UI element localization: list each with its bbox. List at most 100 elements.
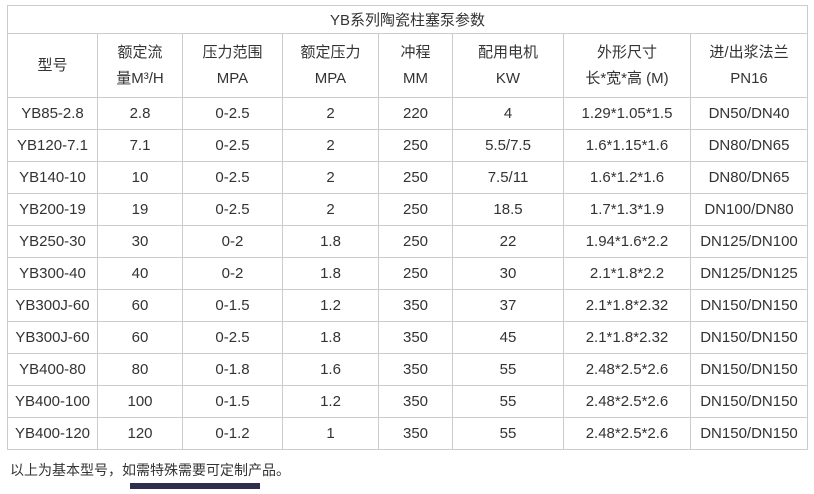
table-cell: 7.1 xyxy=(97,129,183,162)
table-cell: 250 xyxy=(378,193,453,226)
table-cell: 30 xyxy=(97,225,183,258)
table-cell: 250 xyxy=(378,257,453,290)
table-cell: 30 xyxy=(452,257,564,290)
table-cell: YB400-120 xyxy=(7,417,98,450)
table-cell: 19 xyxy=(97,193,183,226)
table-cell: 1.6*1.15*1.6 xyxy=(563,129,691,162)
table-cell: 350 xyxy=(378,417,453,450)
table-cell: 7.5/11 xyxy=(452,161,564,194)
header-line: MPA xyxy=(314,69,347,87)
table-cell: 45 xyxy=(452,321,564,354)
table-cell: 2.48*2.5*2.6 xyxy=(563,417,691,450)
table-cell: DN150/DN150 xyxy=(689,289,809,322)
table-cell: 55 xyxy=(452,385,564,418)
table-cell: 0-2.5 xyxy=(182,129,283,162)
table-row: YB300J-60 60 0-1.5 1.2 350 37 2.1*1.8*2.32 DN15… xyxy=(7,289,809,322)
column-header-motor: 配用电机 KW xyxy=(452,33,564,98)
header-line: 量M³/H xyxy=(116,69,164,87)
table-row: YB140-10 10 0-2.5 2 250 7.5/11 1.6*1.2*1.6 DN80… xyxy=(7,161,809,194)
table-cell: 2.1*1.8*2.32 xyxy=(563,289,691,322)
table-cell: 1.2 xyxy=(282,289,379,322)
table-cell: 0-2 xyxy=(182,257,283,290)
table-row: YB400-100 100 0-1.5 1.2 350 55 2.48*2.5*2.6 DN1… xyxy=(7,385,809,418)
pump-spec-table: YB系列陶瓷柱塞泵参数 型号 额定流 量M³/H 压力范围 MPA 额定压力 M… xyxy=(6,5,809,450)
table-cell: 0-2.5 xyxy=(182,321,283,354)
table-row: YB400-80 80 0-1.8 1.6 350 55 2.48*2.5*2.6 DN150… xyxy=(7,353,809,386)
table-cell: 22 xyxy=(452,225,564,258)
table-cell: YB400-100 xyxy=(7,385,98,418)
header-line: KW xyxy=(495,69,521,87)
table-cell: 0-2.5 xyxy=(182,193,283,226)
table-cell: DN150/DN150 xyxy=(689,385,809,418)
table-cell: 2 xyxy=(282,129,379,162)
table-cell: YB200-19 xyxy=(7,193,98,226)
header-line: 外形尺寸 xyxy=(596,43,657,61)
header-line: 额定流 xyxy=(117,43,163,61)
header-line: 长*宽*高 (M) xyxy=(585,69,669,87)
table-cell: 1.8 xyxy=(282,225,379,258)
table-cell: 1.8 xyxy=(282,321,379,354)
table-cell: YB400-80 xyxy=(7,353,98,386)
table-cell: 0-1.5 xyxy=(182,385,283,418)
table-row: YB300J-60 60 0-2.5 1.8 350 45 2.1*1.8*2.32 DN15… xyxy=(7,321,809,354)
table-cell: YB120-7.1 xyxy=(7,129,98,162)
table-cell: YB300J-60 xyxy=(7,289,98,322)
table-cell: DN50/DN40 xyxy=(689,97,809,130)
table-title: YB系列陶瓷柱塞泵参数 xyxy=(6,5,809,34)
table-cell: DN100/DN80 xyxy=(689,193,809,226)
table-cell: 60 xyxy=(97,321,183,354)
header-line: MPA xyxy=(216,69,249,87)
table-cell: 1.8 xyxy=(282,257,379,290)
table-cell: DN125/DN125 xyxy=(689,257,809,290)
table-cell: 250 xyxy=(378,225,453,258)
table-cell: 350 xyxy=(378,289,453,322)
table-cell: DN150/DN150 xyxy=(689,321,809,354)
table-cell: DN80/DN65 xyxy=(689,161,809,194)
table-cell: 60 xyxy=(97,289,183,322)
header-line: 额定压力 xyxy=(300,43,361,61)
table-cell: 250 xyxy=(378,129,453,162)
table-cell: 2.48*2.5*2.6 xyxy=(563,353,691,386)
table-cell: 1.29*1.05*1.5 xyxy=(563,97,691,130)
table-cell: 0-1.5 xyxy=(182,289,283,322)
header-line: 型号 xyxy=(37,56,68,74)
column-header-flange: 进/出浆法兰 PN16 xyxy=(689,33,809,98)
table-cell: 250 xyxy=(378,161,453,194)
header-line: 进/出浆法兰 xyxy=(709,43,789,61)
table-cell: 2 xyxy=(282,97,379,130)
table-cell: 350 xyxy=(378,321,453,354)
table-cell: 0-1.2 xyxy=(182,417,283,450)
table-cell: YB250-30 xyxy=(7,225,98,258)
column-header-rated-pressure: 额定压力 MPA xyxy=(282,33,379,98)
table-body: YB85-2.8 2.8 0-2.5 2 220 4 1.29*1.05*1.5 DN50/D… xyxy=(7,97,809,450)
table-cell: 1.94*1.6*2.2 xyxy=(563,225,691,258)
table-row: YB120-7.1 7.1 0-2.5 2 250 5.5/7.5 1.6*1.15*1.6… xyxy=(7,129,809,162)
table-cell: DN150/DN150 xyxy=(689,353,809,386)
header-line: 配用电机 xyxy=(477,43,538,61)
header-line: 压力范围 xyxy=(202,43,263,61)
table-cell: 10 xyxy=(97,161,183,194)
table-cell: 0-1.8 xyxy=(182,353,283,386)
header-line: MM xyxy=(403,69,428,87)
table-cell: 120 xyxy=(97,417,183,450)
table-cell: 220 xyxy=(378,97,453,130)
table-cell: DN80/DN65 xyxy=(689,129,809,162)
table-cell: 37 xyxy=(452,289,564,322)
table-cell: 5.5/7.5 xyxy=(452,129,564,162)
table-cell: DN125/DN100 xyxy=(689,225,809,258)
table-row: YB300-40 40 0-2 1.8 250 30 2.1*1.8*2.2 DN125/DN… xyxy=(7,257,809,290)
table-cell: 2.1*1.8*2.2 xyxy=(563,257,691,290)
table-cell: 350 xyxy=(378,385,453,418)
table-cell: 2.48*2.5*2.6 xyxy=(563,385,691,418)
table-cell: 55 xyxy=(452,417,564,450)
column-header-model: 型号 xyxy=(7,33,98,98)
column-header-rated-flow: 额定流 量M³/H xyxy=(97,33,183,98)
table-cell: YB300-40 xyxy=(7,257,98,290)
table-cell: 80 xyxy=(97,353,183,386)
table-cell: 0-2.5 xyxy=(182,97,283,130)
table-cell: 2 xyxy=(282,161,379,194)
table-cell: YB85-2.8 xyxy=(7,97,98,130)
table-cell: 2.8 xyxy=(97,97,183,130)
table-cell: 55 xyxy=(452,353,564,386)
